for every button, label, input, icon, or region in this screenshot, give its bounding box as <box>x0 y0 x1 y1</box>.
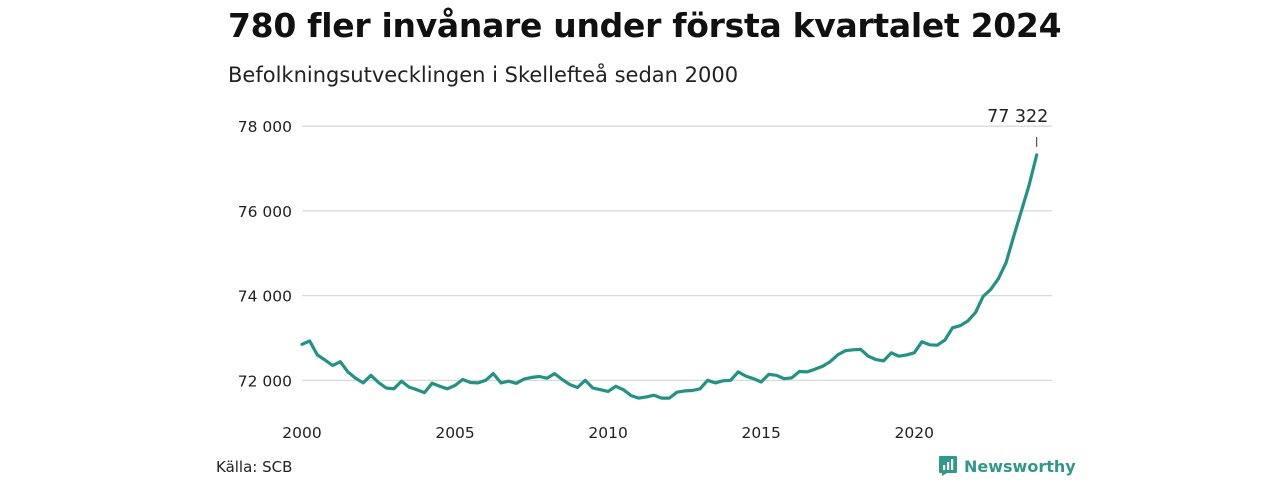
y-tick-label: 76 000 <box>238 203 292 221</box>
x-tick-label: 2005 <box>435 424 474 442</box>
x-tick-label: 2020 <box>895 424 934 442</box>
x-tick-label: 2015 <box>741 424 780 442</box>
newsworthy-logo-icon <box>939 456 957 476</box>
brand-name: Newsworthy <box>964 456 1076 476</box>
chart-subtitle: Befolkningsutvecklingen i Skellefteå sed… <box>228 63 739 87</box>
y-tick-label: 78 000 <box>238 118 292 136</box>
chart-title: 780 fler invånare under första kvartalet… <box>228 6 1062 45</box>
y-tick-label: 72 000 <box>238 372 292 390</box>
x-tick-label: 2010 <box>588 424 627 442</box>
x-axis-ticks: 2000 2005 2010 2015 2020 <box>282 424 934 442</box>
x-tick-label: 2000 <box>282 424 321 442</box>
brand-logo[interactable]: Newsworthy <box>938 455 1076 477</box>
y-axis-ticks: 72 000 74 000 76 000 78 000 <box>238 118 292 390</box>
series-line <box>300 153 1039 400</box>
annotation-layer: 77 322 <box>987 107 1048 147</box>
source-note: Källa: SCB <box>216 458 293 476</box>
annotation-label: 77 322 <box>987 107 1048 127</box>
y-tick-label: 74 000 <box>238 288 292 306</box>
series-layer <box>300 153 1039 400</box>
gridlines <box>302 125 1052 381</box>
